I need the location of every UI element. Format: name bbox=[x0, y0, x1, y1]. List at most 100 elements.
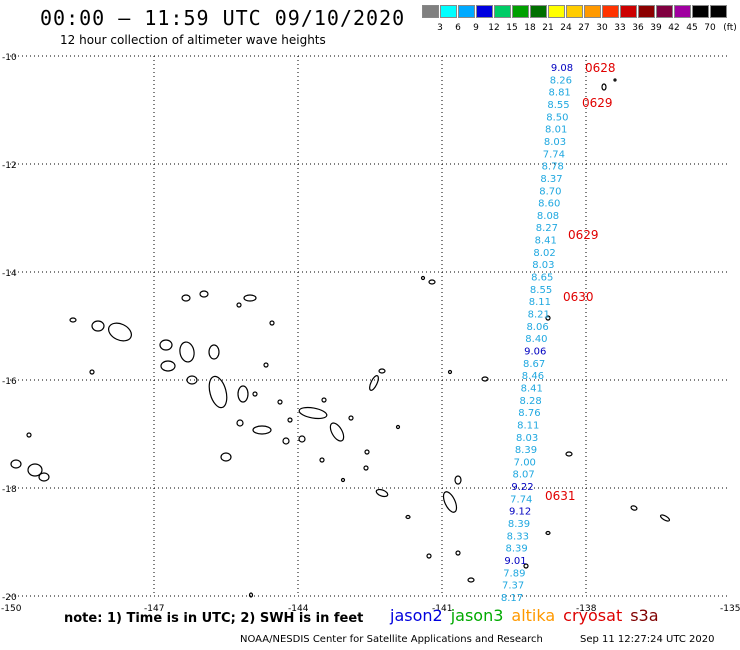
lon-tick-label: -144 bbox=[288, 604, 309, 614]
legend-swatch bbox=[656, 5, 673, 18]
swh-value: 8.01 bbox=[545, 125, 567, 136]
swh-value: 9.22 bbox=[511, 482, 533, 493]
legend-swatch bbox=[512, 5, 529, 18]
satellite-name-cryosat: cryosat bbox=[563, 606, 623, 625]
swh-value: 9.01 bbox=[504, 556, 526, 567]
swh-value: 7.37 bbox=[502, 581, 524, 592]
legend-swatch bbox=[692, 5, 709, 18]
legend-swatch bbox=[494, 5, 511, 18]
swh-value: 8.03 bbox=[544, 137, 566, 148]
legend-swatch bbox=[602, 5, 619, 18]
legend-level-label: 12 bbox=[488, 23, 500, 33]
legend-swatch bbox=[548, 5, 565, 18]
swh-value: 8.39 bbox=[506, 544, 528, 555]
footnote: note: 1) Time is in UTC; 2) SWH is in fe… bbox=[64, 611, 364, 626]
swh-value: 9.12 bbox=[509, 507, 531, 518]
lon-tick-label: -135 bbox=[720, 604, 740, 614]
legend-level-label: 9 bbox=[473, 23, 479, 33]
legend-swatch bbox=[674, 5, 691, 18]
legend-swatch bbox=[584, 5, 601, 18]
page-subtitle: 12 hour collection of altimeter wave hei… bbox=[60, 33, 326, 47]
swh-value: 8.07 bbox=[512, 470, 534, 481]
swh-value: 8.40 bbox=[525, 334, 547, 345]
satellite-name-altika: altika bbox=[511, 606, 556, 625]
lat-tick-label: -14 bbox=[2, 269, 17, 279]
legend-swatch bbox=[530, 5, 547, 18]
legend-swatch bbox=[566, 5, 583, 18]
track-time-label: 0629 bbox=[582, 96, 613, 110]
lat-tick-label: -20 bbox=[2, 593, 17, 603]
swh-value: 8.67 bbox=[523, 359, 545, 370]
swh-value: 8.60 bbox=[538, 199, 560, 210]
axis-ticks: -150 -147 -144 -141 -138 -135 -10 -12 -14 -16 -18 -… bbox=[1, 53, 740, 614]
swh-value: 8.41 bbox=[535, 236, 557, 247]
legend-level-label: 24 bbox=[560, 23, 572, 33]
legend-swatch bbox=[422, 5, 439, 18]
lat-tick-label: -12 bbox=[2, 161, 17, 171]
legend-level-label: 6 bbox=[455, 23, 461, 33]
lon-tick-label: -138 bbox=[576, 604, 597, 614]
lon-tick-label: -141 bbox=[432, 604, 452, 614]
swh-value: 8.08 bbox=[537, 211, 559, 222]
swh-value: 9.08 bbox=[551, 63, 573, 74]
swh-value: 8.17 bbox=[501, 593, 523, 604]
legend-swatch bbox=[638, 5, 655, 18]
swh-value: 7.74 bbox=[510, 494, 532, 505]
legend-swatch bbox=[458, 5, 475, 18]
swh-value: 8.37 bbox=[540, 174, 562, 185]
lat-tick-label: -10 bbox=[2, 53, 17, 63]
legend-level-label: 45 bbox=[686, 23, 698, 33]
swh-value: 8.41 bbox=[521, 383, 543, 394]
legend-level-label: 18 bbox=[524, 23, 536, 33]
legend-level-label: 36 bbox=[632, 23, 644, 33]
legend-level-label: 33 bbox=[614, 23, 626, 33]
lat-tick-label: -16 bbox=[2, 377, 17, 387]
swh-value: 8.27 bbox=[536, 223, 558, 234]
track-time-label: 0629 bbox=[568, 228, 599, 242]
legend-unit: (ft) bbox=[723, 23, 737, 33]
swh-value: 7.74 bbox=[543, 149, 565, 160]
page-title: 00:00 – 11:59 UTC 09/10/2020 bbox=[40, 6, 406, 30]
swh-value: 8.65 bbox=[531, 273, 553, 284]
track-time-label: 0631 bbox=[545, 489, 576, 503]
track-time-label: 0630 bbox=[563, 290, 594, 304]
legend-level-label: 42 bbox=[668, 23, 680, 33]
swh-value: 8.76 bbox=[518, 408, 540, 419]
swh-value: 8.06 bbox=[526, 322, 548, 333]
legend-level-label: 39 bbox=[650, 23, 662, 33]
lon-tick-label: -147 bbox=[144, 604, 164, 614]
satellite-track-values: 9.088.268.818.558.508.018.037.748.788.37… bbox=[501, 63, 573, 604]
swh-value: 8.28 bbox=[519, 396, 541, 407]
legend-level-label: 27 bbox=[578, 23, 590, 33]
swh-value: 8.70 bbox=[539, 186, 561, 197]
satellite-name-jason2: jason2 bbox=[390, 606, 443, 625]
swh-value: 7.00 bbox=[514, 457, 536, 468]
legend-level-label: 30 bbox=[596, 23, 608, 33]
lon-tick-label: -150 bbox=[1, 604, 22, 614]
legend-level-label: 15 bbox=[506, 23, 518, 33]
swh-value: 8.46 bbox=[522, 371, 544, 382]
swh-value: 8.81 bbox=[549, 88, 571, 99]
generation-timestamp: Sep 11 12:27:24 UTC 2020 bbox=[580, 634, 715, 645]
swh-value: 8.55 bbox=[547, 100, 569, 111]
swh-value: 8.21 bbox=[528, 310, 550, 321]
swh-value: 8.50 bbox=[546, 112, 568, 123]
satellite-name-jason3: jason3 bbox=[450, 606, 504, 625]
island-outlines bbox=[10, 78, 671, 598]
swh-value: 8.39 bbox=[515, 445, 537, 456]
legend-swatch bbox=[476, 5, 493, 18]
legend-level-label: 70 bbox=[704, 23, 716, 33]
legend-level-label: 3 bbox=[437, 23, 443, 33]
credit-line: NOAA/NESDIS Center for Satellite Applica… bbox=[240, 634, 543, 645]
swh-value: 8.33 bbox=[507, 531, 529, 542]
legend-swatch bbox=[620, 5, 637, 18]
swh-value: 8.26 bbox=[550, 75, 572, 86]
swh-value: 8.11 bbox=[517, 420, 539, 431]
legend-level-label: 21 bbox=[542, 23, 554, 33]
swh-value: 9.06 bbox=[524, 346, 546, 357]
lat-tick-label: -18 bbox=[2, 485, 17, 495]
swh-value: 8.78 bbox=[542, 162, 564, 173]
satellite-name-s3a: s3a bbox=[630, 606, 659, 625]
satellite-legend: jason2 jason3 altika cryosat s3a bbox=[390, 606, 667, 625]
